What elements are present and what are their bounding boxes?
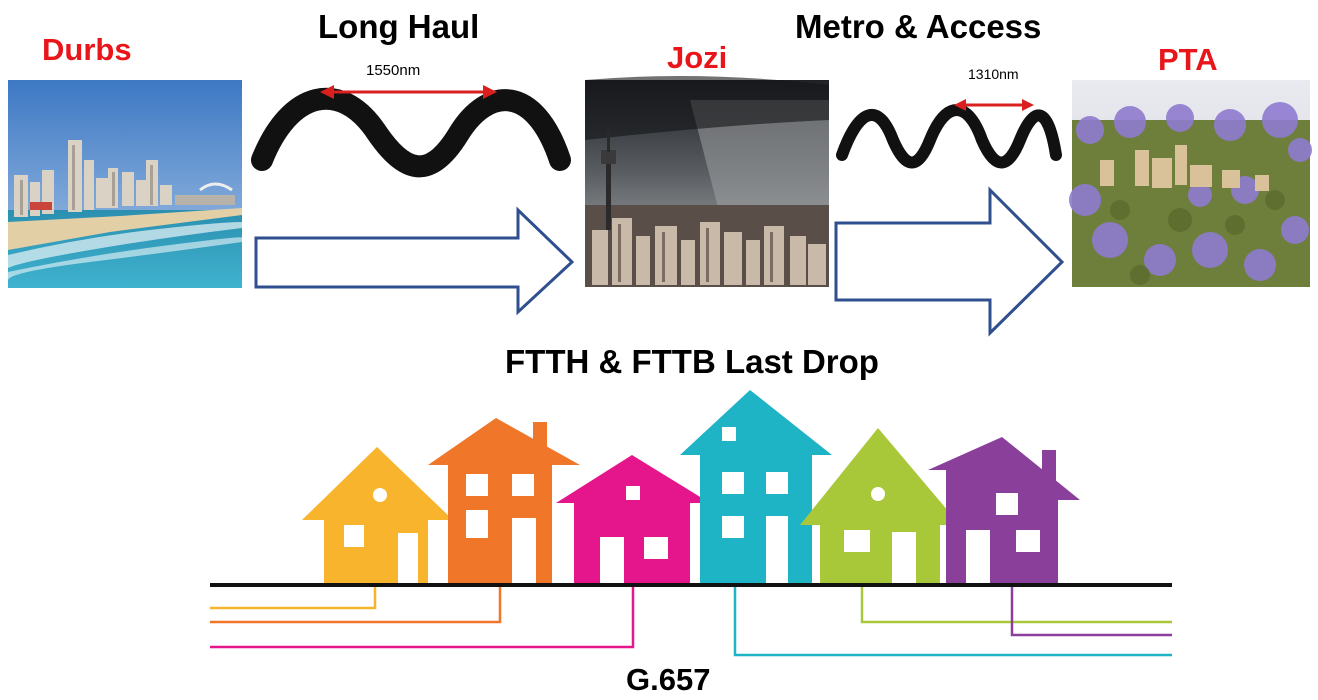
city-label-durbs: Durbs bbox=[42, 32, 132, 67]
house-yellow bbox=[302, 447, 453, 585]
drop-cable-lime bbox=[860, 585, 1172, 624]
fiber-label-g655: G.655 bbox=[346, 247, 436, 284]
house-lime bbox=[800, 428, 960, 585]
wavelength-label-1310: 1310nm bbox=[968, 66, 1019, 82]
drop-cable-orange bbox=[210, 585, 502, 624]
house-orange bbox=[428, 418, 580, 585]
segment-title-last-drop: FTTH & FTTB Last Drop bbox=[505, 343, 879, 380]
wavelength-label-1550: 1550nm bbox=[366, 62, 421, 79]
drop-cable-purple bbox=[1010, 585, 1172, 637]
fiber-label-g657: G.657 bbox=[626, 662, 711, 697]
segment-title-long-haul: Long Haul bbox=[318, 8, 480, 45]
fiber-label-g652-line1: G.652 or bbox=[851, 231, 948, 258]
segment-title-metro-access: Metro & Access bbox=[795, 8, 1042, 45]
wavelength-arrow-1310 bbox=[954, 99, 1034, 111]
wavelength-arrow-1550 bbox=[320, 85, 497, 99]
house-teal bbox=[680, 390, 832, 585]
drop-cable-yellow bbox=[210, 585, 377, 610]
drop-cable-magenta bbox=[210, 585, 635, 649]
fiber-label-g656-line2: G.656 bbox=[851, 268, 917, 295]
drop-cable-teal bbox=[733, 585, 1172, 657]
house-magenta bbox=[556, 455, 710, 585]
house-purple bbox=[928, 437, 1080, 585]
city-label-jozi: Jozi bbox=[667, 40, 728, 75]
city-label-pta: PTA bbox=[1158, 42, 1218, 77]
